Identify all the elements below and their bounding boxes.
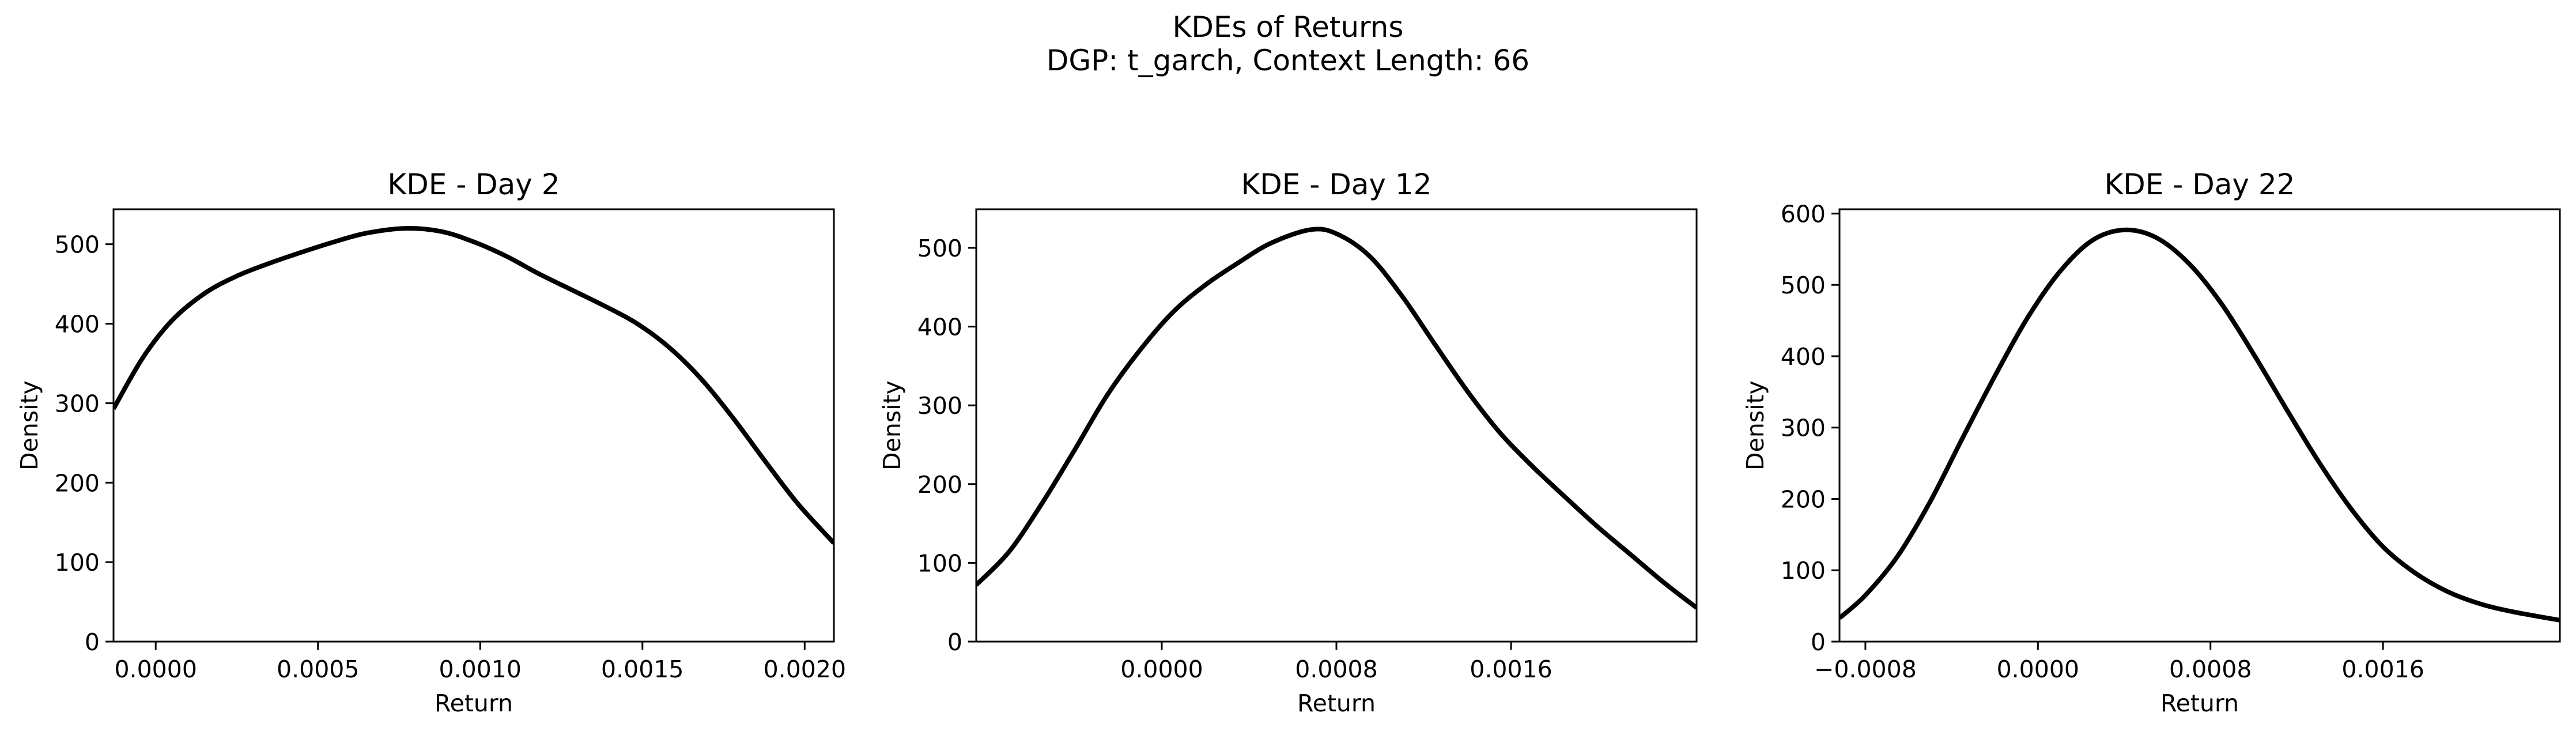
x-tick-label: 0.0010: [439, 655, 522, 683]
kde-panel-2: KDE - Day 12 0.0000 0.0008 0.0016 0 100 200 300…: [878, 168, 1698, 717]
axes-frame: [1838, 208, 2561, 643]
x-tick-label: 0.0016: [1470, 655, 1552, 683]
y-tick-label: 100: [55, 549, 100, 576]
figure-title: KDEs of Returns: [1173, 10, 1404, 44]
x-tick-label: 0.0008: [2169, 655, 2252, 683]
x-axis-label: Return: [1297, 689, 1376, 717]
panel-title: KDE - Day 12: [1241, 168, 1432, 201]
y-tick-label: 200: [1781, 485, 1826, 513]
y-tick-label: 400: [55, 311, 100, 338]
y-tick-label: 200: [917, 471, 962, 499]
y-axis-label: Density: [1742, 380, 1769, 470]
kde-panels: KDE - Day 2 0.0000 0.0005 0.0010 0.0015 0.002…: [16, 168, 2561, 717]
y-axis-label: Density: [16, 380, 43, 470]
x-tick-label: −0.0008: [1814, 655, 1917, 683]
kde-curve: [1840, 227, 2560, 623]
y-tick-label: 0: [947, 628, 962, 656]
y-tick-label: 100: [917, 549, 962, 577]
y-tick-label: 500: [55, 231, 100, 259]
figure-subtitle: DGP: t_garch, Context Length: 66: [1047, 44, 1529, 77]
x-tick-label: 0.0020: [764, 655, 846, 683]
axes-frame: [112, 208, 835, 643]
panel-title: KDE - Day 22: [2105, 168, 2295, 201]
y-axis-label: Density: [878, 380, 906, 470]
y-tick-label: 0: [85, 628, 100, 656]
x-tick-label: 0.0015: [601, 655, 683, 683]
x-tick-label: 0.0000: [1997, 655, 2079, 683]
y-tick-label: 500: [1781, 272, 1826, 299]
y-tick-label: 200: [55, 469, 100, 497]
y-tick-label: 500: [917, 235, 962, 262]
kde-panel-1: KDE - Day 2 0.0000 0.0005 0.0010 0.0015 0.002…: [16, 168, 846, 717]
y-tick-label: 300: [1781, 414, 1826, 442]
x-tick-label: 0.0016: [2341, 655, 2424, 683]
kde-curve: [976, 227, 1697, 610]
x-axis-label: Return: [2160, 689, 2239, 717]
y-tick-label: 400: [917, 314, 962, 341]
y-tick-label: 600: [1781, 200, 1826, 228]
x-tick-label: 0.0000: [114, 655, 197, 683]
kde-panel-3: KDE - Day 22 −0.0008 0.0000 0.0008 0.0016 0 10…: [1742, 168, 2561, 717]
y-tick-label: 300: [917, 392, 962, 420]
axes-frame: [975, 208, 1698, 643]
x-tick-label: 0.0000: [1120, 655, 1203, 683]
x-axis-label: Return: [435, 689, 513, 717]
panel-title: KDE - Day 2: [387, 168, 560, 201]
kde-curve: [114, 226, 834, 545]
y-tick-label: 400: [1781, 343, 1826, 371]
x-tick-label: 0.0008: [1295, 655, 1377, 683]
y-tick-label: 0: [1811, 628, 1826, 656]
y-tick-label: 100: [1781, 557, 1826, 585]
y-tick-label: 300: [55, 390, 100, 417]
x-tick-label: 0.0005: [277, 655, 359, 683]
